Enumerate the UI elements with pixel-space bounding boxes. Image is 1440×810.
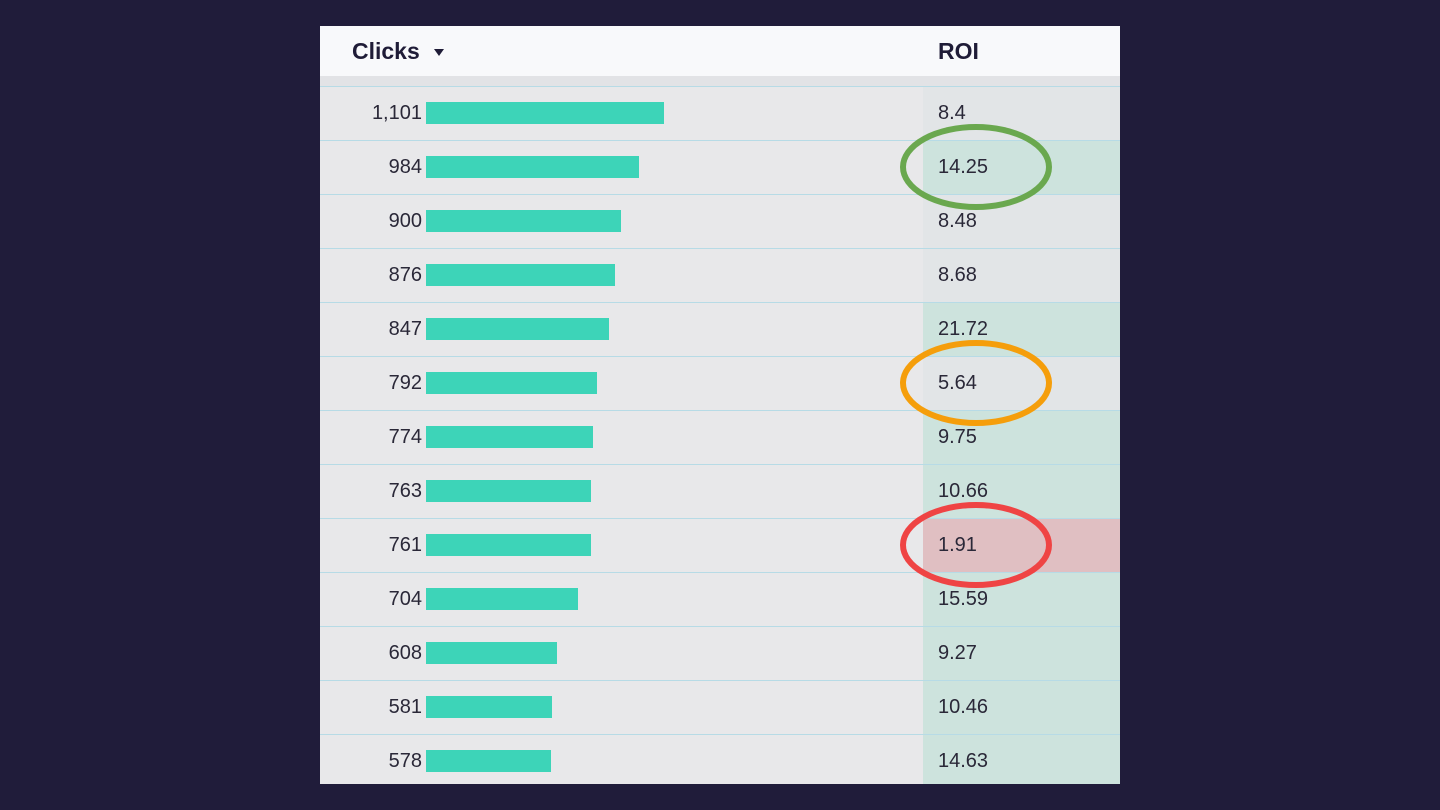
roi-cell: 8.48 [923, 195, 1120, 248]
table-row[interactable]: 761 1.91 [320, 518, 1120, 572]
roi-cell: 9.75 [923, 411, 1120, 464]
clicks-bar [426, 534, 591, 556]
table-body: 1,101 8.4 984 14.25 900 8.48 876 8.68 847 21.72 79… [320, 86, 1120, 784]
clicks-value: 581 [388, 696, 422, 718]
clicks-bar [426, 480, 591, 502]
roi-cell: 15.59 [923, 573, 1120, 626]
roi-column-header[interactable]: ROI [938, 26, 979, 76]
table-row[interactable]: 984 14.25 [320, 140, 1120, 194]
clicks-column-header[interactable]: Clicks [352, 26, 444, 76]
roi-cell: 8.4 [923, 87, 1120, 140]
table-row[interactable]: 763 10.66 [320, 464, 1120, 518]
clicks-bar [426, 264, 616, 286]
roi-value: 8.68 [938, 264, 977, 286]
triangle-down-icon[interactable] [433, 48, 444, 56]
table-row[interactable]: 608 9.27 [320, 626, 1120, 680]
roi-cell: 5.64 [923, 357, 1120, 410]
roi-value: 9.75 [938, 426, 977, 448]
roi-header-label: ROI [938, 37, 979, 64]
clicks-bar [426, 426, 594, 448]
roi-cell: 10.46 [923, 681, 1120, 734]
clicks-value: 704 [388, 588, 422, 610]
roi-cell: 14.63 [923, 735, 1120, 784]
roi-cell: 8.68 [923, 249, 1120, 302]
clicks-value: 792 [388, 372, 422, 394]
clicks-value: 876 [388, 264, 422, 286]
clicks-bar [426, 210, 621, 232]
roi-value: 8.48 [938, 210, 977, 232]
clicks-value: 761 [388, 534, 422, 556]
clicks-bar [426, 750, 551, 772]
clicks-value: 984 [388, 156, 422, 178]
table-row[interactable]: 578 14.63 [320, 734, 1120, 784]
table-row[interactable]: 847 21.72 [320, 302, 1120, 356]
table-row[interactable]: 1,101 8.4 [320, 86, 1120, 140]
clicks-value: 847 [388, 318, 422, 340]
clicks-bar [426, 642, 558, 664]
roi-value: 15.59 [938, 588, 989, 610]
table-row[interactable]: 900 8.48 [320, 194, 1120, 248]
roi-cell: 10.66 [923, 465, 1120, 518]
table-row[interactable]: 792 5.64 [320, 356, 1120, 410]
clicks-bar [426, 318, 610, 340]
roi-cell: 14.25 [923, 141, 1120, 194]
roi-value: 14.63 [938, 750, 989, 772]
clicks-bar [426, 696, 552, 718]
roi-cell: 21.72 [923, 303, 1120, 356]
clicks-value: 1,101 [371, 102, 422, 124]
roi-value: 1.91 [938, 534, 977, 556]
roi-cell: 1.91 [923, 519, 1120, 572]
table-header: Clicks ROI [320, 26, 1120, 76]
roi-value: 8.4 [938, 102, 966, 124]
header-divider [320, 76, 1120, 86]
clicks-value: 608 [388, 642, 422, 664]
roi-value: 9.27 [938, 642, 977, 664]
table-row[interactable]: 704 15.59 [320, 572, 1120, 626]
roi-cell: 9.27 [923, 627, 1120, 680]
roi-value: 14.25 [938, 156, 989, 178]
clicks-header-label: Clicks [352, 37, 420, 64]
table-row[interactable]: 876 8.68 [320, 248, 1120, 302]
roi-value: 21.72 [938, 318, 989, 340]
clicks-bar [426, 156, 639, 178]
clicks-bar [426, 372, 598, 394]
clicks-value: 774 [388, 426, 422, 448]
roi-value: 10.46 [938, 696, 989, 718]
clicks-value: 900 [388, 210, 422, 232]
clicks-value: 763 [388, 480, 422, 502]
clicks-value: 578 [388, 750, 422, 772]
roi-value: 10.66 [938, 480, 989, 502]
table-row[interactable]: 774 9.75 [320, 410, 1120, 464]
data-table: Clicks ROI 1,101 8.4 984 14.25 900 8.48 876 8.6… [320, 26, 1120, 784]
clicks-bar [426, 102, 664, 124]
clicks-bar [426, 588, 579, 610]
table-row[interactable]: 581 10.46 [320, 680, 1120, 734]
roi-value: 5.64 [938, 372, 977, 394]
